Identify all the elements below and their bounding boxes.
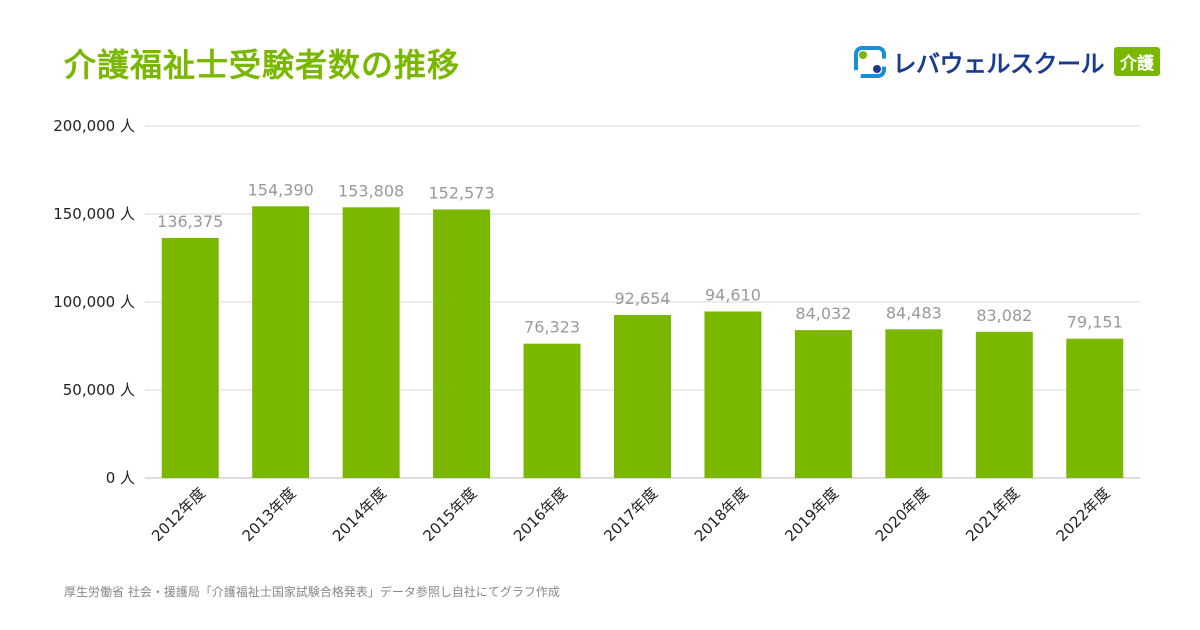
x-tick-label: 2015年度	[419, 484, 480, 545]
x-tick-label: 2021年度	[962, 484, 1023, 545]
x-tick-label: 2017年度	[600, 484, 661, 545]
brand-logo-icon	[853, 45, 886, 78]
bar	[342, 207, 400, 478]
y-tick-label: 200,000 人	[53, 117, 135, 135]
y-tick-label: 150,000 人	[53, 205, 135, 223]
x-tick-label: 2014年度	[329, 484, 390, 545]
value-label: 153,808	[338, 181, 404, 200]
bar	[885, 329, 943, 478]
y-tick-label: 100,000 人	[53, 293, 135, 311]
value-label: 84,032	[795, 304, 851, 323]
bar	[252, 206, 310, 478]
brand-name: レバウェルスクール	[892, 50, 1105, 78]
value-label: 94,610	[705, 285, 761, 304]
value-label: 154,390	[248, 180, 314, 199]
bar	[614, 314, 671, 478]
value-label: 79,151	[1067, 313, 1123, 332]
x-tick-label: 2022年度	[1053, 484, 1114, 545]
value-label: 83,082	[976, 306, 1032, 325]
value-label: 92,654	[615, 289, 671, 308]
x-tick-label: 2016年度	[510, 484, 571, 545]
bar	[161, 237, 219, 478]
value-label: 84,483	[886, 303, 942, 322]
x-tick-label: 2012年度	[148, 484, 209, 545]
value-label: 152,573	[429, 183, 495, 202]
x-tick-label: 2019年度	[781, 484, 842, 545]
bar	[1066, 338, 1124, 478]
bar	[704, 311, 762, 478]
bar	[433, 209, 491, 478]
y-tick-label: 0 人	[106, 469, 135, 487]
y-tick-label: 50,000 人	[63, 381, 135, 399]
brand-logo-group[interactable]: レバウェルスクール 介護	[853, 44, 1160, 79]
bar	[523, 343, 581, 478]
x-tick-label: 2020年度	[872, 484, 933, 545]
chart-title: 介護福祉士受験者数の推移	[64, 46, 461, 84]
value-label: 136,375	[157, 212, 223, 231]
x-tick-label: 2013年度	[239, 484, 300, 545]
bar	[975, 331, 1033, 478]
brand-tag: 介護	[1114, 47, 1160, 76]
bar	[794, 330, 852, 478]
source-note: 厚生労働省 社会・援護局「介護福祉士国家試験合格発表」データ参照し自社にてグラフ…	[64, 585, 560, 599]
x-tick-label: 2018年度	[691, 484, 752, 545]
value-label: 76,323	[524, 318, 580, 337]
